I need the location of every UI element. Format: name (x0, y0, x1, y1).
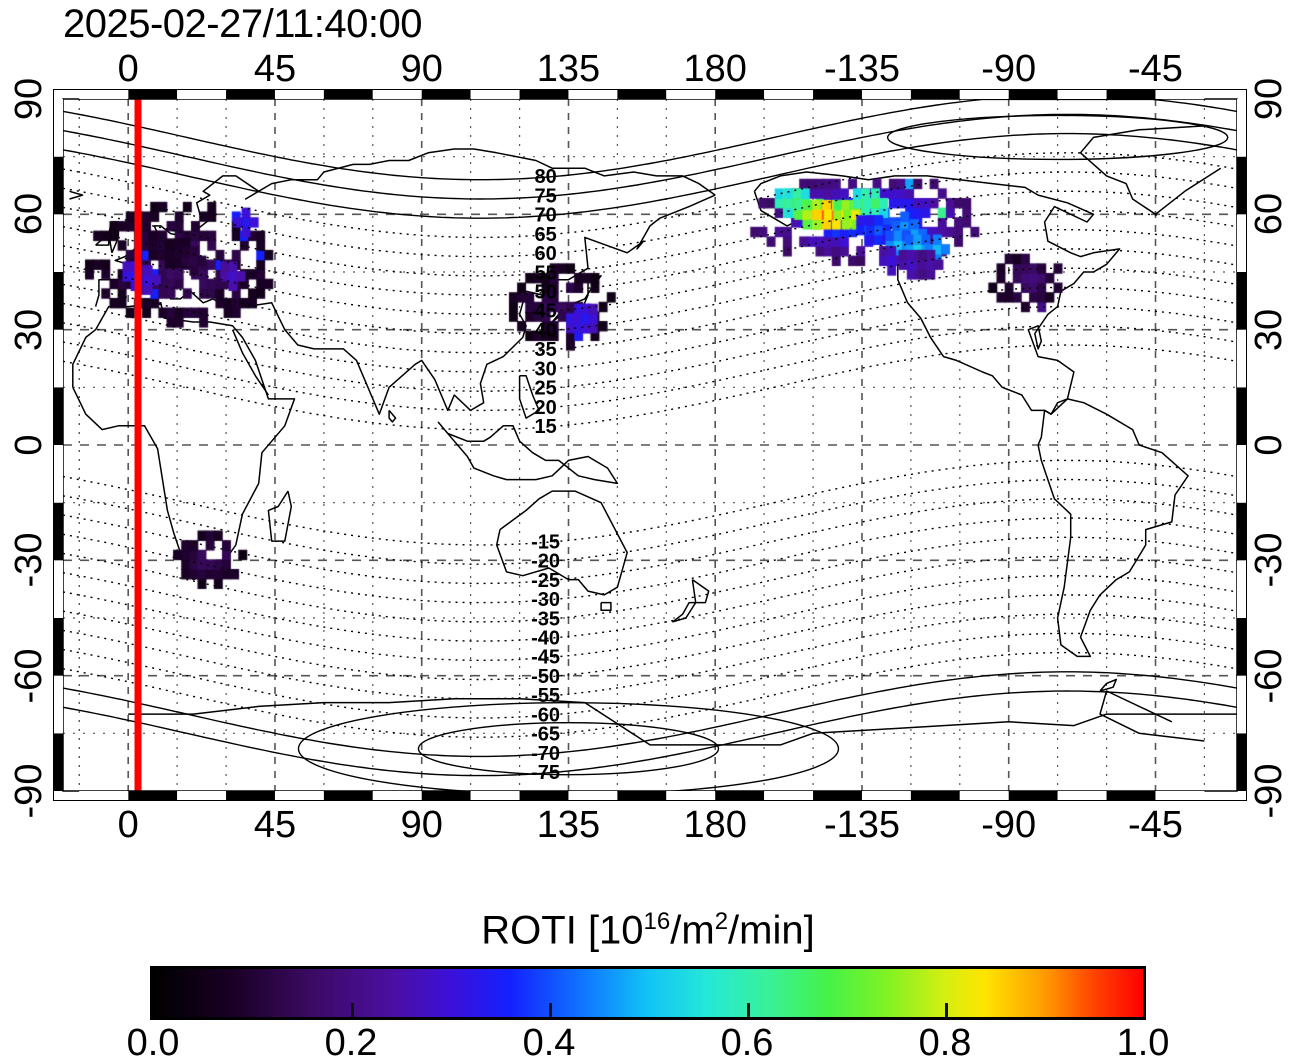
y-tick-label: 60 (8, 193, 50, 236)
y-tick-label: 0 (1248, 434, 1290, 456)
x-axis-bottom: 0 45 90 135 180 -135 -90 -45 (0, 806, 1296, 848)
y-tick-label: -30 (1248, 532, 1290, 588)
colorbar[interactable] (150, 966, 1146, 1020)
colorbar-units-end: /min] (728, 908, 815, 953)
y-tick-label: -90 (8, 763, 50, 819)
y-tick-label: 60 (1248, 193, 1290, 236)
y-tick-label: -90 (1248, 763, 1290, 819)
colorbar-tick-label: 0.8 (918, 1022, 972, 1064)
map-canvas: 80 75 70 65 60 55 50 45 40 35 30 25 20 15 -15 -20 -25 -30… (53, 89, 1247, 801)
colorbar-units-exponent-2: 2 (714, 908, 729, 935)
colorbar-units-suffix: /m (670, 908, 715, 953)
svg-text:-75: -75 (531, 762, 560, 784)
colorbar-title: ROTI [1016/m2/min] (0, 908, 1296, 953)
x-tick-label: 0 (117, 48, 139, 90)
colorbar-tick (549, 1003, 552, 1017)
x-tick-label: -90 (981, 804, 1037, 846)
colorbar-gradient (153, 969, 1143, 1017)
colorbar-tick (945, 1003, 948, 1017)
x-tick-label: 90 (400, 804, 443, 846)
y-tick-label: 30 (1248, 308, 1290, 351)
x-axis-top: 0 45 90 135 180 -135 -90 -45 (0, 50, 1296, 92)
colorbar-tick-label: 1.0 (1116, 1022, 1170, 1064)
colorbar-tick-label: 0.2 (324, 1022, 378, 1064)
colorbar-tick-labels: 0.0 0.2 0.4 0.6 0.8 1.0 (0, 1024, 1296, 1064)
map-inner: 80 75 70 65 60 55 50 45 40 35 30 25 20 15 -15 -20 -25 -30… (63, 99, 1237, 791)
x-tick-label: -45 (1128, 804, 1183, 846)
colorbar-tick-label: 0.0 (126, 1022, 180, 1064)
x-tick-label: 180 (683, 804, 747, 846)
x-tick-label: -135 (823, 48, 900, 90)
map-overlay-svg: 8075706560555045403530252015-15-20-25-30… (63, 99, 1237, 791)
colorbar-units-prefix: [10 (587, 908, 644, 953)
x-tick-label: 45 (253, 48, 297, 90)
x-tick-label: 45 (253, 804, 297, 846)
map-plot-area: 80 75 70 65 60 55 50 45 40 35 30 25 20 15 -15 -20 -25 -30… (53, 89, 1247, 801)
y-tick-label: 30 (8, 308, 50, 351)
x-tick-label: -90 (981, 48, 1037, 90)
x-tick-label: 90 (400, 48, 443, 90)
x-tick-label: 0 (117, 804, 139, 846)
x-tick-label: -135 (823, 804, 900, 846)
x-tick-label: -45 (1128, 48, 1183, 90)
svg-text:15: 15 (534, 416, 556, 438)
colorbar-tick (747, 1003, 750, 1017)
y-tick-label: 90 (1248, 77, 1290, 121)
y-tick-label: -60 (1248, 648, 1290, 704)
y-tick-label: 0 (8, 434, 50, 456)
x-tick-label: 135 (536, 804, 601, 846)
colorbar-tick-label: 0.6 (720, 1022, 774, 1064)
page-title: 2025-02-27/11:40:00 (63, 2, 422, 46)
colorbar-tick (351, 1003, 354, 1017)
y-tick-label: -30 (8, 532, 50, 588)
colorbar-tick-label: 0.4 (522, 1022, 576, 1064)
x-tick-label: 180 (683, 48, 747, 90)
x-tick-label: 135 (536, 48, 601, 90)
colorbar-units-exponent: 16 (643, 908, 671, 935)
y-tick-label: -60 (8, 648, 50, 704)
colorbar-title-main: ROTI (481, 908, 577, 953)
y-tick-label: 90 (8, 77, 50, 121)
